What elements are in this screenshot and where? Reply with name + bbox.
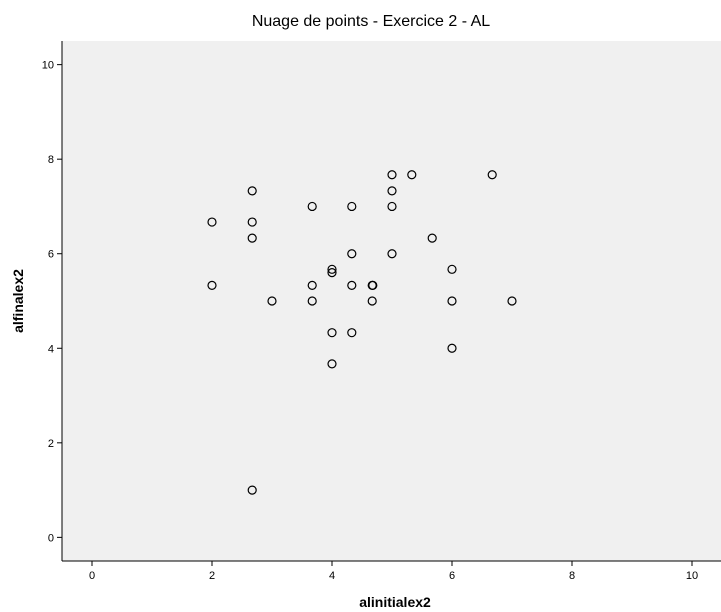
data-point [307,201,317,212]
data-point [207,280,217,290]
x-tick-label: 10 [686,570,698,582]
data-point [367,296,377,306]
data-point [327,264,337,274]
x-tick-label: 8 [569,570,575,582]
y-tick-label: 0 [48,532,54,544]
y-ticks: 0 2 4 6 8 10 [42,60,62,544]
data-points [207,170,517,495]
y-tick-label: 6 [48,249,54,261]
x-axis-label: alinitialex2 [359,594,431,610]
data-point [447,343,457,353]
x-ticks: 0 2 4 6 8 10 [89,561,698,582]
data-point [387,186,397,196]
data-point [247,485,257,495]
y-tick-label: 8 [48,154,54,166]
data-point [387,249,397,259]
y-tick-label: 10 [42,60,54,72]
data-point [347,328,357,338]
data-point [247,233,257,243]
data-point [307,280,317,290]
data-point [327,328,337,338]
chart-title: Nuage de points - Exercice 2 - AL [252,13,490,30]
data-point [327,359,337,369]
data-point [207,217,217,227]
y-axis-label: alfinalex2 [10,269,26,333]
data-point [387,170,397,180]
data-point [447,296,457,306]
data-point [347,249,357,259]
data-point [247,217,257,227]
data-point [347,280,357,290]
x-tick-label: 6 [449,570,455,582]
data-point [447,264,457,274]
data-point [427,233,437,243]
data-point [368,280,378,290]
y-tick-label: 4 [48,343,54,355]
data-point [407,170,417,180]
data-point [327,268,337,278]
data-point [247,186,257,196]
data-point [307,296,317,306]
x-tick-label: 4 [329,570,335,582]
x-tick-label: 0 [89,570,95,582]
data-point [347,201,357,212]
y-tick-label: 2 [48,438,54,450]
data-point [267,296,277,306]
plot-area [62,41,721,561]
data-point [487,170,497,180]
data-point [507,296,517,306]
x-tick-label: 2 [209,570,215,582]
data-point [387,201,397,212]
